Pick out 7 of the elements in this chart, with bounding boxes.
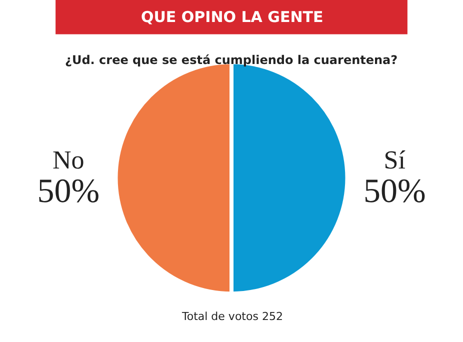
chart-title: QUE OPINO LA GENTE	[141, 8, 324, 26]
data-label: 50%	[37, 173, 100, 210]
text: Total de votos 252	[181, 310, 283, 323]
slice-label: No	[52, 145, 84, 174]
chart-subtitle: ¿Ud. cree que se está cumpliendo la cuarentena?	[65, 53, 398, 67]
data-label: 50%	[363, 173, 426, 210]
slice-label: Sí	[384, 145, 406, 174]
